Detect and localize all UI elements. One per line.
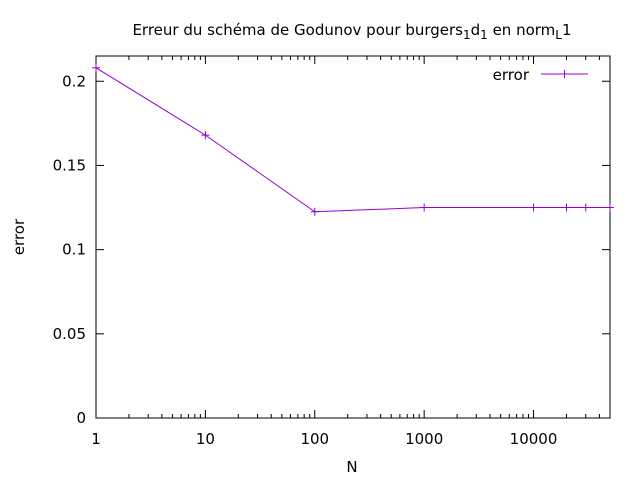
y-axis-title: error [10, 218, 28, 255]
x-axis-title: N [346, 458, 357, 476]
data-point [92, 63, 100, 72]
data-point [310, 207, 319, 216]
x-tick-label: 10 [196, 430, 215, 448]
plot-area: 0 0.05 0.1 0.15 0.2 1 10 100 1000 10000 [53, 55, 614, 448]
data-point [606, 203, 614, 212]
legend-swatch-error [541, 70, 588, 78]
y-tick-label: 0 [76, 409, 86, 427]
legend-label-error: error [493, 66, 530, 84]
y-tick-label: 0.2 [62, 72, 86, 90]
y-tick-label: 0.15 [53, 156, 86, 174]
data-point [420, 203, 429, 212]
legend: error [493, 66, 588, 84]
y-tick-label: 0.1 [62, 241, 86, 259]
y-tick-label: 0.05 [53, 325, 86, 343]
data-point [562, 203, 571, 212]
x-tick-label: 1000 [405, 430, 443, 448]
x-tick-label: 100 [300, 430, 329, 448]
data-point [529, 203, 538, 212]
data-point [581, 203, 590, 212]
plot-frame [95, 55, 611, 419]
x-tick-label: 1 [91, 430, 101, 448]
x-tick-label: 10000 [510, 430, 558, 448]
data-point [201, 131, 210, 140]
chart-title: Erreur du schéma de Godunov pour burgers… [132, 21, 571, 42]
series-line-error [95, 67, 610, 213]
